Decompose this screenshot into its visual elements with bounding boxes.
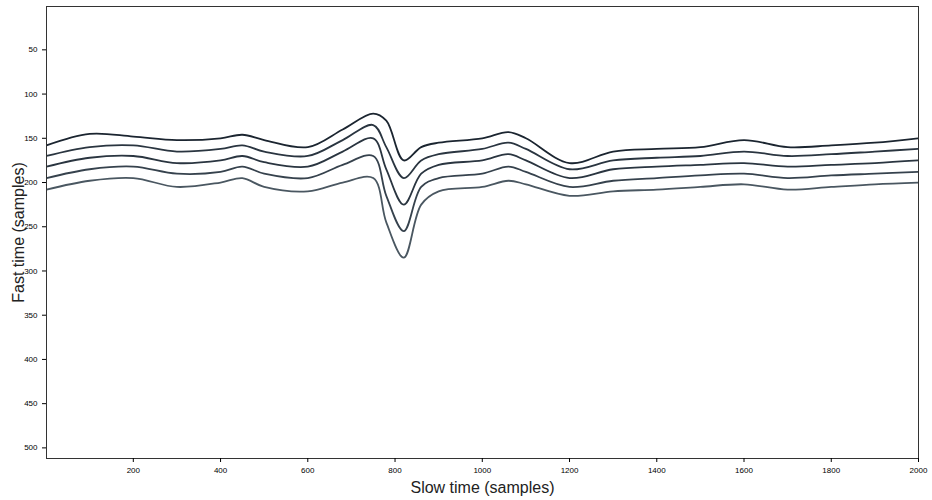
svg-text:350: 350 (24, 311, 38, 320)
svg-text:1400: 1400 (648, 466, 666, 475)
svg-text:1200: 1200 (561, 466, 579, 475)
svg-text:Slow time (samples): Slow time (samples) (410, 479, 554, 496)
svg-text:250: 250 (24, 222, 38, 232)
svg-text:300: 300 (24, 266, 38, 276)
svg-text:200: 200 (24, 178, 38, 188)
svg-text:600: 600 (301, 466, 315, 475)
svg-text:2000: 2000 (910, 466, 928, 475)
svg-text:Fast time (samples): Fast time (samples) (10, 162, 27, 302)
svg-text:100: 100 (24, 90, 38, 99)
svg-text:1800: 1800 (822, 466, 840, 475)
svg-text:400: 400 (24, 355, 38, 364)
svg-text:400: 400 (214, 466, 228, 475)
svg-text:50: 50 (29, 45, 38, 54)
svg-text:1000: 1000 (473, 466, 491, 475)
svg-text:500: 500 (24, 443, 38, 452)
svg-text:450: 450 (24, 399, 38, 408)
svg-text:800: 800 (388, 466, 402, 475)
svg-text:1600: 1600 (735, 466, 753, 475)
svg-text:200: 200 (127, 466, 141, 475)
svg-text:150: 150 (24, 134, 38, 143)
